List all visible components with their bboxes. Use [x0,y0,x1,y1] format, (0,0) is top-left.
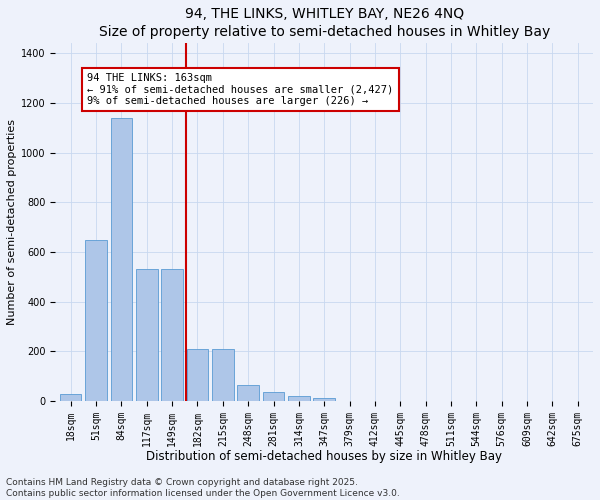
X-axis label: Distribution of semi-detached houses by size in Whitley Bay: Distribution of semi-detached houses by … [146,450,502,463]
Bar [187,349,208,401]
Bar [161,270,183,401]
Bar [60,394,82,401]
Bar [212,349,233,401]
Bar [313,398,335,401]
Y-axis label: Number of semi-detached properties: Number of semi-detached properties [7,119,17,325]
Title: 94, THE LINKS, WHITLEY BAY, NE26 4NQ
Size of property relative to semi-detached : 94, THE LINKS, WHITLEY BAY, NE26 4NQ Siz… [98,7,550,40]
Bar [263,392,284,401]
Text: Contains HM Land Registry data © Crown copyright and database right 2025.
Contai: Contains HM Land Registry data © Crown c… [6,478,400,498]
Bar [288,396,310,401]
Bar [85,240,107,401]
Text: 94 THE LINKS: 163sqm
← 91% of semi-detached houses are smaller (2,427)
9% of sem: 94 THE LINKS: 163sqm ← 91% of semi-detac… [87,73,394,106]
Bar [110,118,132,401]
Bar [136,270,158,401]
Bar [238,385,259,401]
